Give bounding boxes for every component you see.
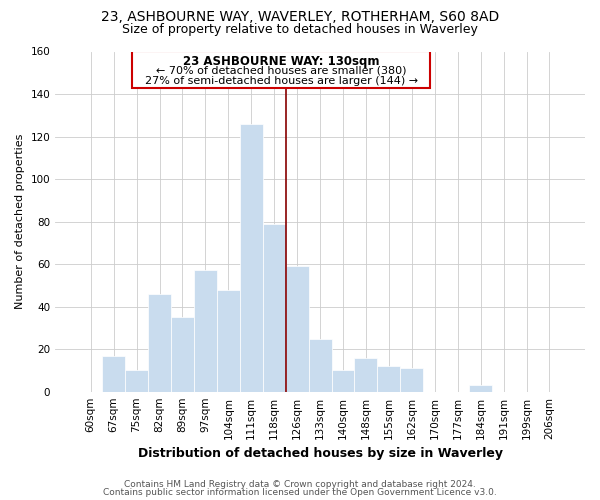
Text: Contains public sector information licensed under the Open Government Licence v3: Contains public sector information licen… xyxy=(103,488,497,497)
X-axis label: Distribution of detached houses by size in Waverley: Distribution of detached houses by size … xyxy=(137,447,503,460)
Y-axis label: Number of detached properties: Number of detached properties xyxy=(15,134,25,310)
Bar xyxy=(263,224,286,392)
Text: Contains HM Land Registry data © Crown copyright and database right 2024.: Contains HM Land Registry data © Crown c… xyxy=(124,480,476,489)
Bar xyxy=(355,358,377,392)
Bar xyxy=(286,266,308,392)
Bar xyxy=(332,370,355,392)
Bar xyxy=(308,338,332,392)
Bar xyxy=(194,270,217,392)
Bar xyxy=(171,318,194,392)
Bar xyxy=(148,294,171,392)
Bar xyxy=(102,356,125,392)
Bar xyxy=(125,370,148,392)
Bar xyxy=(469,386,492,392)
Text: ← 70% of detached houses are smaller (380): ← 70% of detached houses are smaller (38… xyxy=(156,66,406,76)
Text: 23, ASHBOURNE WAY, WAVERLEY, ROTHERHAM, S60 8AD: 23, ASHBOURNE WAY, WAVERLEY, ROTHERHAM, … xyxy=(101,10,499,24)
Bar xyxy=(240,124,263,392)
Text: Size of property relative to detached houses in Waverley: Size of property relative to detached ho… xyxy=(122,22,478,36)
Bar xyxy=(217,290,240,392)
FancyBboxPatch shape xyxy=(132,52,430,88)
Text: 27% of semi-detached houses are larger (144) →: 27% of semi-detached houses are larger (… xyxy=(145,76,418,86)
Bar xyxy=(377,366,400,392)
Text: 23 ASHBOURNE WAY: 130sqm: 23 ASHBOURNE WAY: 130sqm xyxy=(183,54,379,68)
Bar xyxy=(400,368,423,392)
